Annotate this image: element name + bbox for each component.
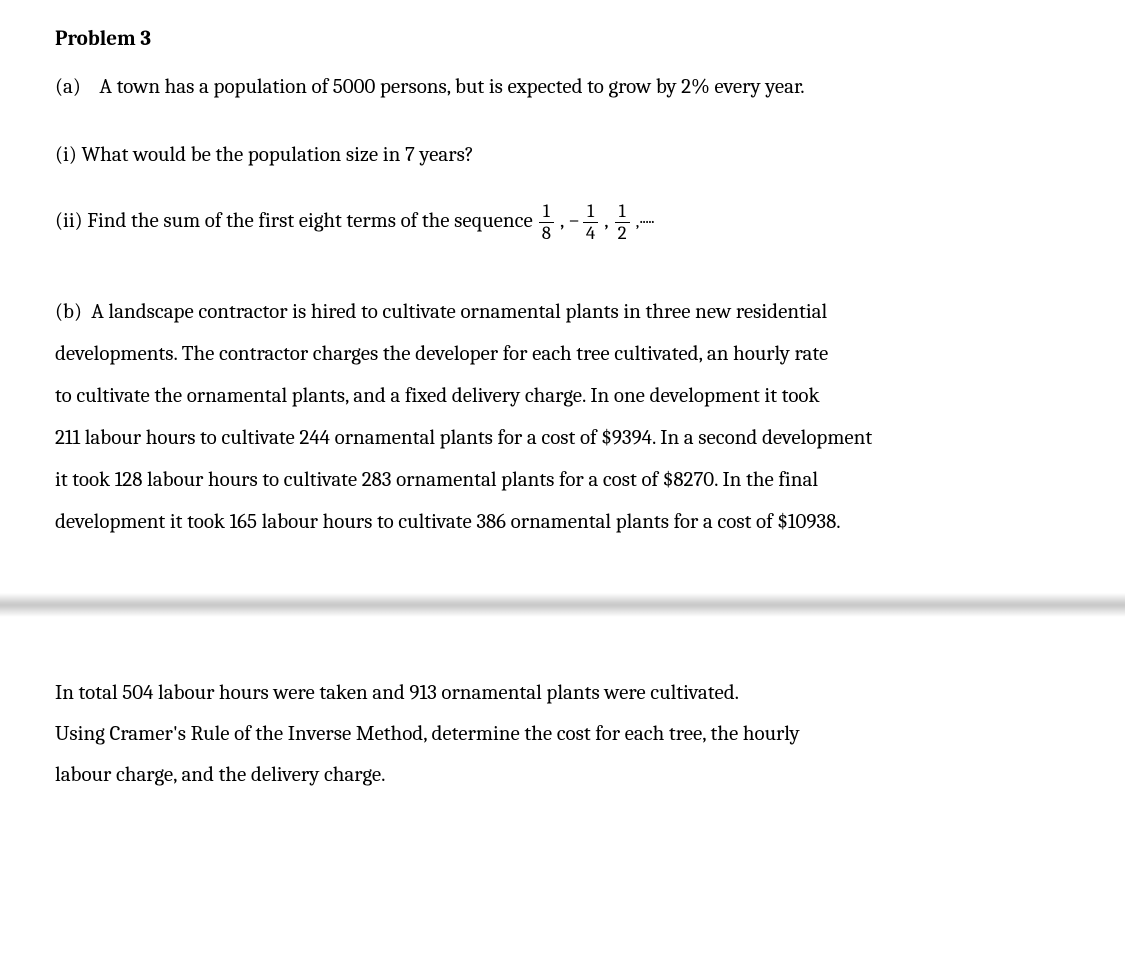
frac2-num: 1 — [583, 202, 598, 223]
frac3-den: 2 — [615, 223, 630, 243]
part-a-label: (a) — [55, 75, 81, 99]
problem-title: Problem 3 — [55, 27, 151, 51]
b-line2: developments. The contractor charges the… — [55, 333, 1090, 375]
part-b-label: (b) — [55, 300, 82, 324]
divider-bar — [0, 593, 1125, 617]
frac1-num: 1 — [539, 202, 554, 223]
sep2: , — [604, 202, 608, 242]
sequence-dots: ,····· — [636, 205, 655, 239]
b-line4: 211 labour hours to cultivate 244 orname… — [55, 417, 1090, 459]
page-divider — [0, 555, 1125, 665]
part-a-text: A town has a population of 5000 persons,… — [99, 75, 804, 99]
final-line2: Using Cramer's Rule of the Inverse Metho… — [55, 714, 1090, 755]
final-line3: labour charge, and the delivery charge. — [55, 755, 1090, 796]
part-a-ii-text: (ii) Find the sum of the first eight ter… — [55, 202, 533, 242]
part-a-i: (i) What would be the population size in… — [55, 143, 474, 167]
b-line3: to cultivate the ornamental plants, and … — [55, 375, 1090, 417]
part-b-line: (b) A landscape contractor is hired to c… — [55, 291, 1090, 333]
frac2-den: 4 — [583, 223, 598, 243]
sep1: , — [560, 202, 564, 242]
fraction-2: 1 4 — [583, 202, 598, 243]
b-line1: A landscape contractor is hired to culti… — [91, 300, 827, 324]
fraction-1: 1 8 — [539, 202, 554, 243]
fraction-3: 1 2 — [615, 202, 630, 243]
b-line5: it took 128 labour hours to cultivate 28… — [55, 459, 1090, 501]
b-line6: development it took 165 labour hours to … — [55, 501, 1090, 543]
neg-sign: − — [568, 202, 580, 242]
frac1-den: 8 — [539, 223, 554, 243]
sequence-math: 1 8 , − 1 4 , 1 2 ,····· — [537, 202, 655, 243]
frac3-num: 1 — [615, 202, 630, 223]
final-line1: In total 504 labour hours were taken and… — [55, 673, 1090, 714]
